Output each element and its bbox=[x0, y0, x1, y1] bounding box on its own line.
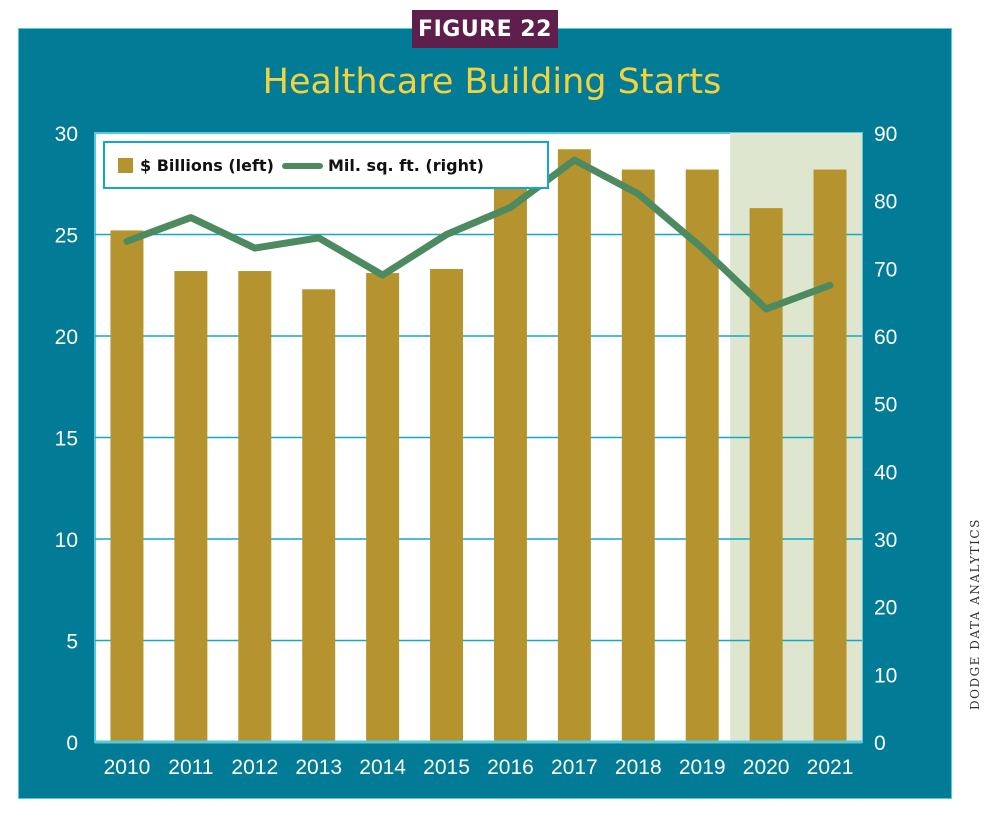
bar bbox=[366, 273, 400, 742]
plot-area: 0 5 10 15 20 25 30 0 10 20 30 40 50 60 70 80 90 2010 2011 2… bbox=[55, 123, 898, 779]
line-point bbox=[382, 274, 384, 276]
right-tick-label: 40 bbox=[874, 461, 897, 484]
left-tick-label: 5 bbox=[66, 631, 78, 654]
left-tick-label: 0 bbox=[66, 732, 78, 755]
x-tick-label: 2020 bbox=[743, 756, 790, 779]
bar bbox=[493, 187, 527, 742]
x-tick-label: 2021 bbox=[807, 756, 854, 779]
x-tick-label: 2017 bbox=[551, 756, 598, 779]
legend: $ Billions (left) Mil. sq. ft. (right) bbox=[103, 141, 549, 189]
bar bbox=[110, 230, 144, 742]
legend-label-line: Mil. sq. ft. (right) bbox=[328, 156, 484, 175]
line-point bbox=[509, 206, 511, 208]
right-tick-label: 30 bbox=[874, 529, 897, 552]
x-tick-label: 2014 bbox=[359, 756, 406, 779]
right-tick-label: 10 bbox=[874, 664, 897, 687]
left-tick-label: 30 bbox=[55, 123, 78, 146]
bar bbox=[302, 289, 336, 742]
x-tick-label: 2016 bbox=[487, 756, 534, 779]
bar bbox=[430, 269, 464, 742]
right-tick-label: 0 bbox=[874, 732, 886, 755]
left-tick-label: 10 bbox=[55, 529, 78, 552]
line-point bbox=[829, 284, 831, 286]
bar bbox=[749, 208, 783, 743]
x-tick-label: 2018 bbox=[615, 756, 662, 779]
line-point bbox=[765, 308, 767, 310]
line-point bbox=[254, 247, 256, 249]
line-point bbox=[573, 159, 575, 161]
x-tick-label: 2019 bbox=[679, 756, 726, 779]
bar bbox=[238, 271, 272, 742]
legend-swatch-bars bbox=[118, 158, 133, 173]
bar bbox=[685, 169, 719, 743]
figure-badge: FIGURE 22 bbox=[412, 10, 558, 48]
left-tick-label: 25 bbox=[55, 225, 78, 248]
right-tick-label: 70 bbox=[874, 258, 897, 281]
line-point bbox=[701, 247, 703, 249]
line-point bbox=[126, 240, 128, 242]
line-point bbox=[190, 217, 192, 219]
left-tick-label: 20 bbox=[55, 326, 78, 349]
left-tick-label: 15 bbox=[55, 428, 78, 451]
bar bbox=[813, 169, 847, 743]
bar bbox=[557, 149, 591, 743]
x-tick-label: 2015 bbox=[423, 756, 470, 779]
line-point bbox=[446, 234, 448, 235]
bar bbox=[621, 169, 655, 743]
source-credit: DODGE DATA ANALYTICS bbox=[968, 518, 982, 710]
line-series bbox=[123, 156, 834, 313]
legend-box bbox=[103, 141, 549, 189]
right-tick-label: 80 bbox=[874, 191, 897, 214]
x-tick-label: 2012 bbox=[231, 756, 278, 779]
right-tick-label: 90 bbox=[874, 123, 897, 146]
line-point bbox=[318, 237, 320, 239]
right-tick-label: 50 bbox=[874, 394, 897, 417]
chart-title: Healthcare Building Starts bbox=[262, 62, 722, 102]
x-tick-label: 2010 bbox=[104, 756, 151, 779]
right-tick-label: 60 bbox=[874, 326, 897, 349]
x-tick-label: 2013 bbox=[295, 756, 342, 779]
x-tick-label: 2011 bbox=[168, 756, 213, 779]
legend-label-bars: $ Billions (left) bbox=[140, 156, 274, 175]
line-point bbox=[637, 193, 639, 195]
right-tick-label: 20 bbox=[874, 597, 897, 620]
bar bbox=[174, 271, 208, 742]
